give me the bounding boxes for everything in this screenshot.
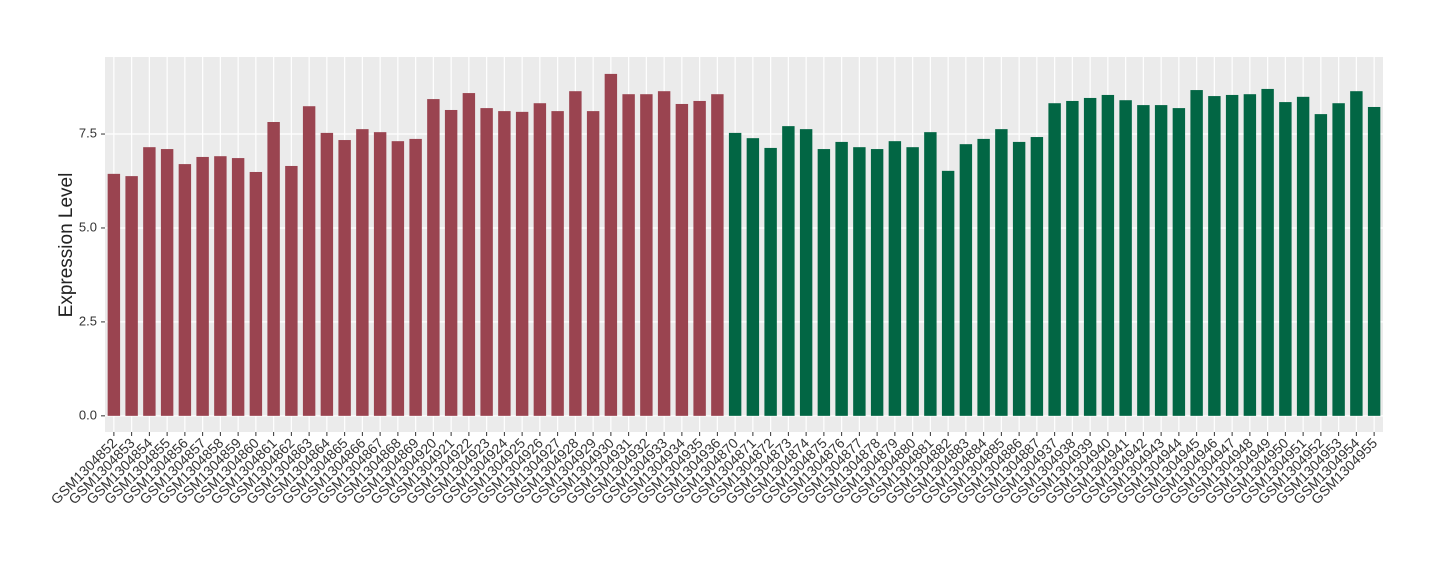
bar: [515, 111, 529, 416]
bar: [338, 140, 351, 416]
bar: [551, 111, 564, 416]
bar: [320, 132, 334, 416]
bar: [782, 126, 795, 416]
bar: [373, 132, 387, 416]
bar: [1137, 105, 1150, 416]
bar: [1261, 88, 1274, 416]
bar: [959, 144, 973, 416]
bar: [1101, 94, 1115, 416]
bar: [1350, 91, 1363, 416]
y-tick-label: 7.5: [79, 125, 97, 140]
bar: [711, 94, 724, 416]
bar: [1190, 90, 1203, 416]
bar: [622, 94, 635, 416]
bar: [1172, 108, 1186, 416]
bar: [107, 173, 121, 416]
bar: [391, 141, 405, 416]
bar: [462, 93, 476, 416]
bar: [1119, 100, 1132, 416]
bar: [906, 147, 919, 416]
bar: [799, 129, 813, 416]
y-tick-label: 5.0: [79, 219, 97, 234]
bar: [870, 149, 884, 416]
bar: [1332, 103, 1345, 416]
bar: [143, 147, 156, 416]
bar: [817, 149, 831, 416]
bar: [1367, 106, 1381, 416]
bar: [249, 171, 263, 416]
bar: [444, 109, 458, 416]
bar: [995, 129, 1008, 416]
bar: [728, 132, 742, 416]
bar: [924, 132, 937, 416]
bar: [125, 176, 138, 416]
bar: [1066, 100, 1079, 416]
bar: [1225, 94, 1239, 416]
bar: [941, 170, 955, 416]
bar: [267, 122, 280, 416]
bar: [835, 141, 848, 416]
bar: [604, 73, 618, 416]
y-tick-label: 2.5: [79, 313, 97, 328]
bar: [1083, 97, 1097, 416]
bar: [285, 165, 298, 416]
bar: [302, 106, 316, 416]
bar: [498, 111, 511, 416]
bar: [657, 91, 671, 416]
bar: [1012, 141, 1026, 416]
bar: [1048, 103, 1061, 416]
bar: [1208, 96, 1221, 416]
bar: [977, 138, 990, 416]
y-tick-label: 0.0: [79, 407, 97, 422]
bar: [675, 103, 689, 416]
bar: [427, 99, 440, 416]
bar: [746, 138, 760, 416]
bar: [409, 138, 422, 416]
bar: [693, 100, 706, 416]
plot-panel: [105, 57, 1383, 432]
bar: [160, 149, 174, 416]
bar: [356, 129, 369, 416]
bar: [586, 111, 600, 416]
bar: [1030, 137, 1044, 416]
bar: [1154, 105, 1168, 416]
bar: [1296, 96, 1310, 416]
bar: [196, 156, 209, 416]
bar: [1314, 114, 1328, 416]
bar: [764, 147, 777, 416]
bar: [480, 108, 493, 416]
bar: [231, 158, 245, 416]
bar: [533, 103, 547, 416]
bar: [1243, 94, 1257, 416]
y-axis-title: Expression Level: [56, 173, 77, 318]
bar: [640, 94, 653, 416]
bar: [888, 141, 902, 416]
bar: [569, 91, 582, 416]
bar: [214, 156, 227, 416]
bar: [178, 164, 192, 416]
bar: [1279, 102, 1292, 416]
bar: [853, 147, 866, 416]
